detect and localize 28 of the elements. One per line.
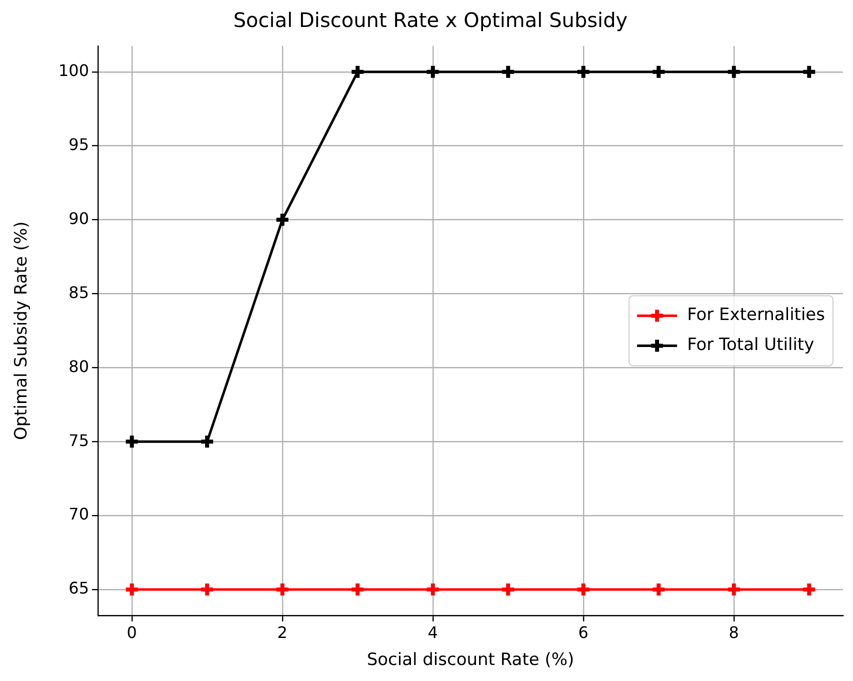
x-axis-title: Social discount Rate (%) [366, 650, 574, 670]
y-tick-label: 70 [68, 504, 89, 524]
y-tick-label: 80 [68, 356, 89, 376]
x-tick-label: 8 [728, 623, 739, 642]
point [124, 434, 140, 450]
point [726, 64, 742, 80]
y-tick-label: 95 [68, 134, 89, 154]
point [274, 212, 290, 228]
y-tick-label: 85 [68, 282, 89, 302]
x-tick-label: 2 [277, 623, 288, 642]
point [350, 64, 366, 80]
point [424, 64, 441, 80]
y-tick-label: 90 [68, 208, 89, 228]
y-tick-label: 100 [58, 61, 89, 80]
legend-label: For Total Utility [687, 335, 814, 356]
point [500, 64, 516, 80]
x-tick-label: 0 [126, 623, 137, 642]
y-tick-label: 75 [68, 430, 89, 450]
point [199, 434, 216, 450]
point [801, 64, 818, 80]
point [650, 64, 667, 80]
legend-label: For Externalities [687, 305, 826, 326]
y-tick-label: 65 [68, 578, 89, 598]
y-axis-title: Optimal Subsidy Rate (%) [12, 221, 32, 440]
x-tick-label: 4 [428, 623, 438, 642]
chart-title: Social Discount Rate x Optimal Subsidy [233, 8, 628, 32]
x-tick-label: 6 [578, 623, 588, 642]
point [575, 64, 592, 80]
